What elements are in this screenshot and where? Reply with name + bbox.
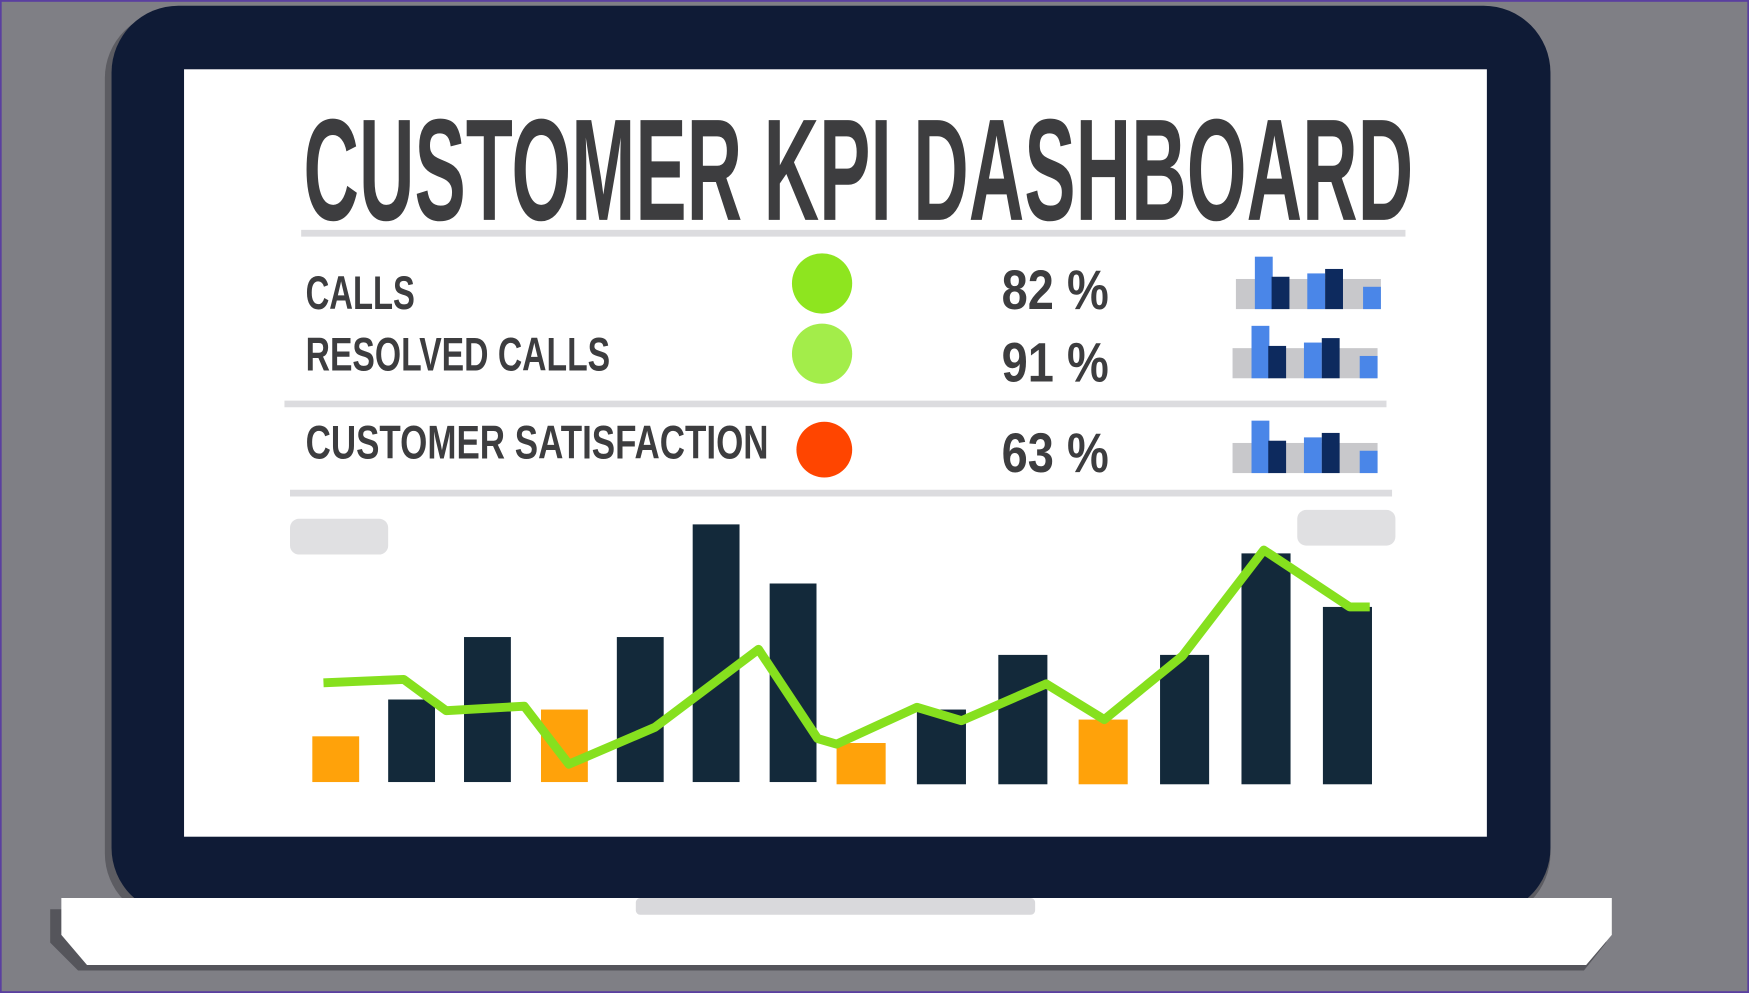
bar	[388, 699, 436, 783]
kpi-label: CUSTOMER SATISFACTION	[306, 417, 769, 469]
bar	[616, 637, 664, 783]
dashboard-title: CUSTOMER KPI DASHBOARD	[303, 89, 1413, 251]
kpi-value: 63 %	[1002, 422, 1109, 484]
trend-line	[323, 545, 1370, 769]
bar	[1322, 606, 1372, 785]
bar-group	[312, 709, 1128, 785]
bar	[1160, 654, 1210, 785]
status-dot	[791, 323, 853, 384]
status-dot	[796, 421, 853, 478]
laptop-base	[61, 898, 1612, 965]
bar	[1241, 553, 1291, 785]
base-notch	[635, 898, 1036, 915]
bar	[998, 654, 1048, 785]
bar	[692, 524, 740, 783]
placeholder	[290, 518, 389, 555]
bar	[540, 709, 588, 783]
kpi-value: 82 %	[1002, 259, 1109, 321]
bar	[312, 736, 360, 783]
placeholder	[1297, 509, 1396, 546]
bar	[1078, 719, 1128, 785]
bar	[836, 743, 886, 785]
status-dot	[791, 253, 853, 314]
kpi-label: RESOLVED CALLS	[306, 328, 611, 380]
kpi-value: 91 %	[1002, 332, 1109, 394]
kpi-label: CALLS	[306, 267, 415, 319]
